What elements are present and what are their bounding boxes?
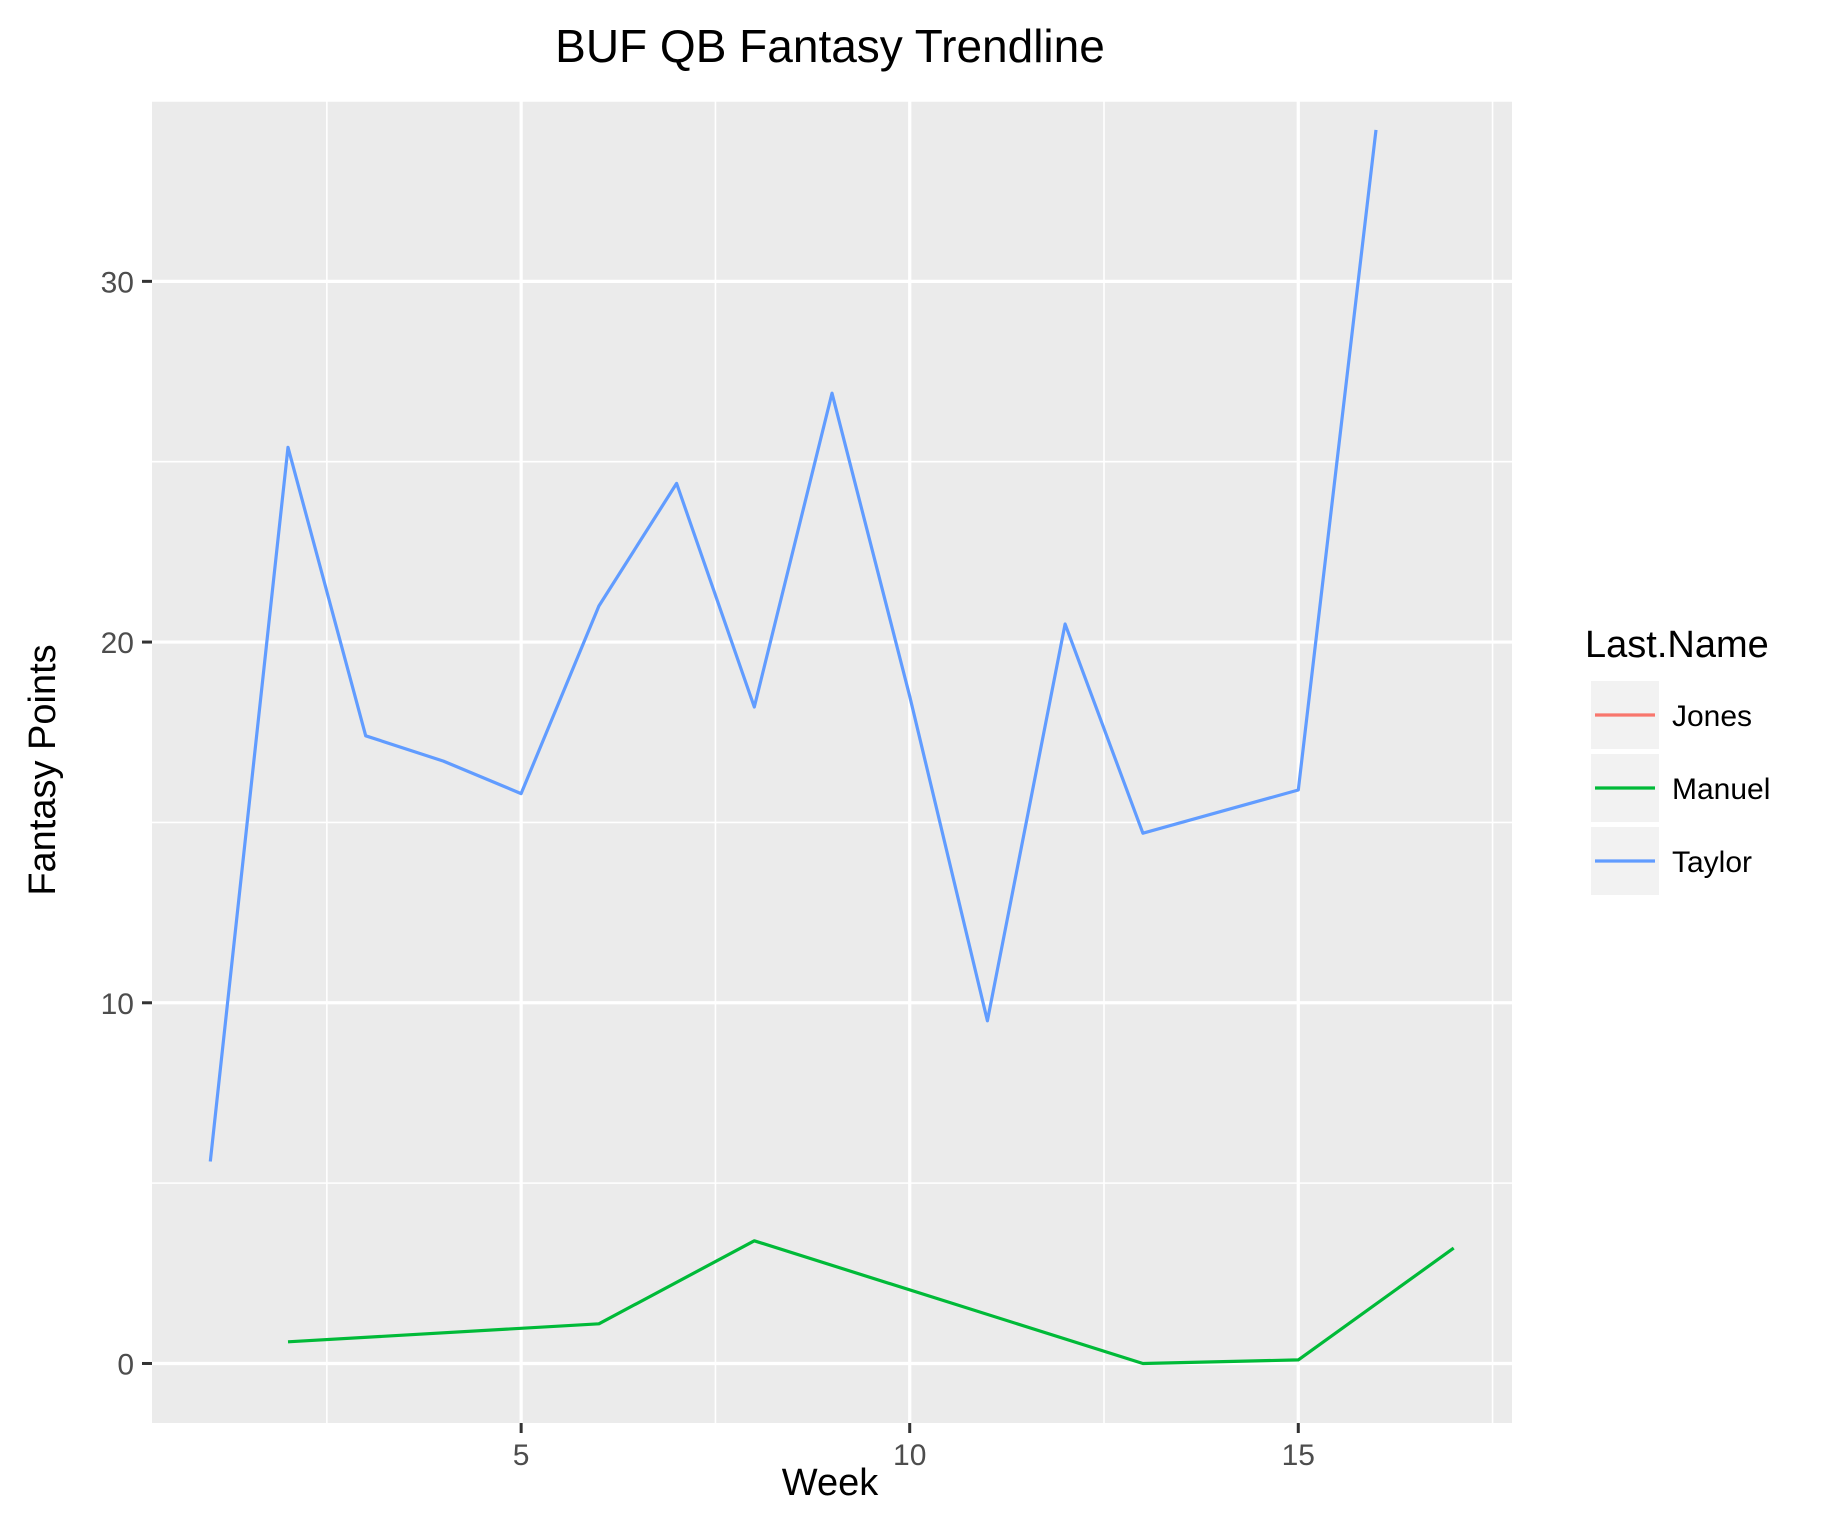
- legend-title: Last.Name: [1585, 624, 1769, 666]
- x-tick-label: 10: [893, 1439, 926, 1472]
- y-tick-label: 10: [101, 988, 134, 1021]
- y-tick-label: 20: [101, 627, 134, 660]
- y-tick-label: 30: [101, 266, 134, 299]
- axis-ticks: 5 10 15 0 10 20 30: [101, 266, 1315, 1472]
- x-tick-label: 15: [1282, 1439, 1315, 1472]
- gridlines: [152, 100, 1512, 1423]
- legend-label: Taylor: [1672, 846, 1752, 879]
- chart-title: BUF QB Fantasy Trendline: [555, 20, 1105, 72]
- x-axis-title: Week: [782, 1462, 879, 1504]
- series-line-taylor: [208, 129, 1378, 1162]
- legend-item-jones: Jones: [1591, 681, 1752, 749]
- legend-label: Manuel: [1672, 773, 1770, 806]
- series-line-manuel: [287, 1239, 1455, 1366]
- legend: Last.Name Jones Manuel Taylor: [1585, 624, 1770, 895]
- legend-item-manuel: Manuel: [1591, 754, 1770, 822]
- legend-label: Jones: [1672, 700, 1752, 733]
- plot-panel: [152, 101, 1512, 1423]
- y-axis-title: Fantasy Points: [22, 644, 64, 895]
- x-tick-label: 5: [513, 1439, 530, 1472]
- series-lines: [208, 129, 1455, 1366]
- legend-item-taylor: Taylor: [1591, 827, 1752, 895]
- y-tick-label: 0: [117, 1348, 134, 1381]
